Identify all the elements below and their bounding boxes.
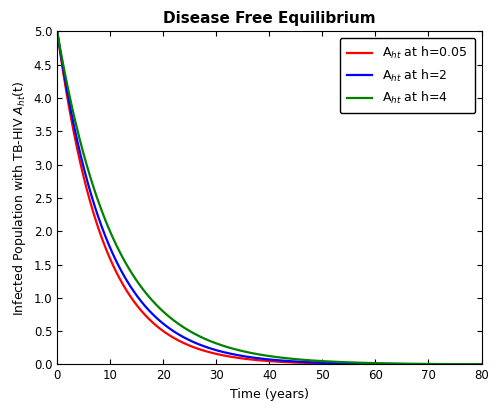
Line: A$_{ht}$ at h=2: A$_{ht}$ at h=2: [57, 31, 482, 364]
Line: A$_{ht}$ at h=0.05: A$_{ht}$ at h=0.05: [57, 31, 482, 365]
A$_{ht}$ at h=2: [478, 362, 484, 367]
A$_{ht}$ at h=4: [424, 361, 430, 366]
A$_{ht}$ at h=4: [54, 29, 60, 34]
Y-axis label: Infected Population with TB-HIV $A_{ht}$(t): Infected Population with TB-HIV $A_{ht}$…: [11, 80, 28, 316]
A$_{ht}$ at h=0.05: [102, 246, 108, 250]
A$_{ht}$ at h=4: [478, 362, 484, 367]
A$_{ht}$ at h=2: [128, 284, 134, 289]
A$_{ht}$ at h=4: [236, 348, 242, 353]
A$_{ht}$ at h=2: [236, 353, 242, 358]
A$_{ht}$ at h=2: [424, 362, 430, 367]
A$_{ht}$ at h=0.05: [236, 356, 242, 360]
A$_{ht}$ at h=0.05: [478, 362, 484, 367]
A$_{ht}$ at h=4: [102, 218, 108, 223]
A$_{ht}$ at h=4: [128, 269, 134, 274]
A$_{ht}$ at h=2: [102, 234, 108, 239]
A$_{ht}$ at h=0.05: [128, 295, 134, 300]
A$_{ht}$ at h=4: [217, 342, 223, 347]
A$_{ht}$ at h=2: [217, 349, 223, 353]
A$_{ht}$ at h=0.05: [470, 362, 476, 367]
A$_{ht}$ at h=0.05: [54, 29, 60, 34]
Line: A$_{ht}$ at h=4: A$_{ht}$ at h=4: [57, 31, 482, 364]
A$_{ht}$ at h=2: [54, 29, 60, 34]
Legend: A$_{ht}$ at h=0.05, A$_{ht}$ at h=2, A$_{ht}$ at h=4: A$_{ht}$ at h=0.05, A$_{ht}$ at h=2, A$_…: [340, 37, 475, 113]
Title: Disease Free Equilibrium: Disease Free Equilibrium: [163, 11, 376, 26]
A$_{ht}$ at h=0.05: [424, 362, 430, 367]
A$_{ht}$ at h=4: [470, 362, 476, 367]
X-axis label: Time (years): Time (years): [230, 388, 309, 401]
A$_{ht}$ at h=2: [470, 362, 476, 367]
A$_{ht}$ at h=0.05: [217, 352, 223, 357]
